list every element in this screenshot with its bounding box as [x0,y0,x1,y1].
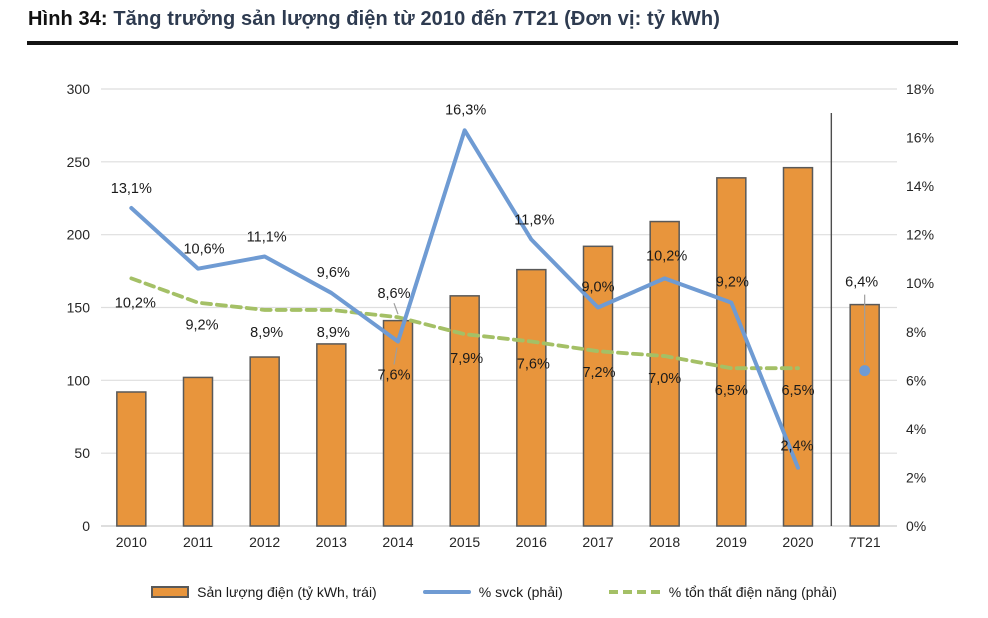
x-axis-label: 2020 [782,534,813,550]
bar-2016 [516,268,547,527]
loss-label-2019: 6,5% [715,383,748,399]
legend-item-bar: Sản lượng điện (tỷ kWh, trái) [151,584,377,600]
bar-2012 [249,356,280,527]
svck-label-2017: 9,0% [581,280,614,296]
x-axis-label: 2011 [183,534,213,550]
svck-label-2020: 2,4% [780,439,813,455]
x-axis-label: 2014 [382,534,413,550]
right-axis-tick: 16% [906,130,934,146]
right-axis-tick: 10% [906,275,934,291]
right-axis-tick: 18% [906,81,934,97]
x-axis-label: 2015 [449,534,480,550]
loss-label-2014: 8,6% [377,286,410,302]
legend-bar-swatch-icon [151,586,190,598]
svck-label-2012: 11,1% [247,230,287,246]
loss-label-2018: 7,0% [648,371,681,387]
x-axis-label: 2016 [516,534,547,550]
x-axis-label: 2012 [249,534,280,550]
x-axis-label: 2017 [582,534,613,550]
bar-2018 [649,220,680,527]
svck-label-2013: 9,6% [317,265,350,281]
legend-item-svck: % svck (phải) [422,584,563,600]
loss-label-2017: 7,2% [582,365,615,381]
bar-2013 [316,343,347,527]
right-axis-tick: 2% [906,469,926,485]
legend-svck-label: % svck (phải) [478,584,563,600]
bar-2011 [182,376,214,527]
loss-label-2013: 8,9% [317,325,350,341]
bar-2010 [116,391,147,527]
right-axis-tick: 4% [906,421,926,437]
combo-chart-canvas: 300 250 200 150 100 50 0 18% 16% 14% 12% 10% 8% 6% 4% 2… [67,81,934,550]
loss-label-2010: 10,2% [115,295,156,311]
svck-label-7T21: 6,4% [845,275,878,291]
svck-label-2019: 9,2% [716,275,749,291]
left-axis-tick: 100 [67,372,91,388]
right-axis-tick: 12% [906,227,934,243]
svck-label-2011: 10,6% [183,242,224,258]
left-axis-tick: 50 [74,445,90,461]
legend-item-loss: % tổn thất điện năng (phải) [608,584,837,600]
x-axis-label: 7T21 [849,534,881,550]
svck-label-2016: 11,8% [514,213,554,229]
chart-legend: Sản lượng điện (tỷ kWh, trái) % svck (ph… [0,584,988,600]
svck-label-2014: 7,6% [377,367,410,383]
svck-label-2015: 16,3% [445,102,486,118]
right-axis-tick: 14% [906,178,934,194]
legend-dashed-line-icon [608,590,661,594]
loss-label-2011: 9,2% [185,318,218,334]
bar-2017 [582,245,614,527]
label-leader [393,347,398,365]
left-axis-tick: 300 [67,81,91,97]
right-axis-tick: 6% [906,372,926,388]
legend-solid-line-icon [422,590,471,594]
legend-bar-label: Sản lượng điện (tỷ kWh, trái) [197,584,377,600]
x-axis-label: 2010 [116,534,147,550]
loss-label-2012: 8,9% [250,325,283,341]
bar-2019 [716,177,747,527]
figure-title: Hình 34: Tăng trưởng sản lượng điện từ 2… [28,8,720,31]
loss-label-2015: 7,9% [450,351,483,367]
figure-title-prefix: Hình 34: [28,8,108,30]
svck-label-2018: 10,2% [646,248,687,264]
right-axis-tick: 0% [906,518,926,534]
left-axis-tick: 0 [82,518,90,534]
x-axis-label: 2013 [316,534,347,550]
loss-line [129,276,800,371]
legend-loss-label: % tổn thất điện năng (phải) [668,584,837,600]
left-axis-tick: 250 [67,154,91,170]
right-axis-tick: 8% [906,324,926,340]
x-axis-label: 2018 [649,534,680,550]
loss-label-2016: 7,6% [517,356,550,372]
loss-label-2020: 6,5% [781,383,814,399]
svck-line [129,128,800,470]
bar-2020 [782,166,814,527]
title-rule [27,41,958,45]
left-axis-tick: 200 [67,227,91,243]
left-axis-tick: 150 [67,300,91,316]
svck-label-2010: 13,1% [111,181,152,197]
figure-title-text: Tăng trưởng sản lượng điện từ 2010 đến 7… [107,8,720,30]
bar-2014 [382,319,414,527]
x-axis-label: 2019 [716,534,747,550]
svck-7t21-marker-icon [859,365,871,377]
label-leader [393,303,399,315]
